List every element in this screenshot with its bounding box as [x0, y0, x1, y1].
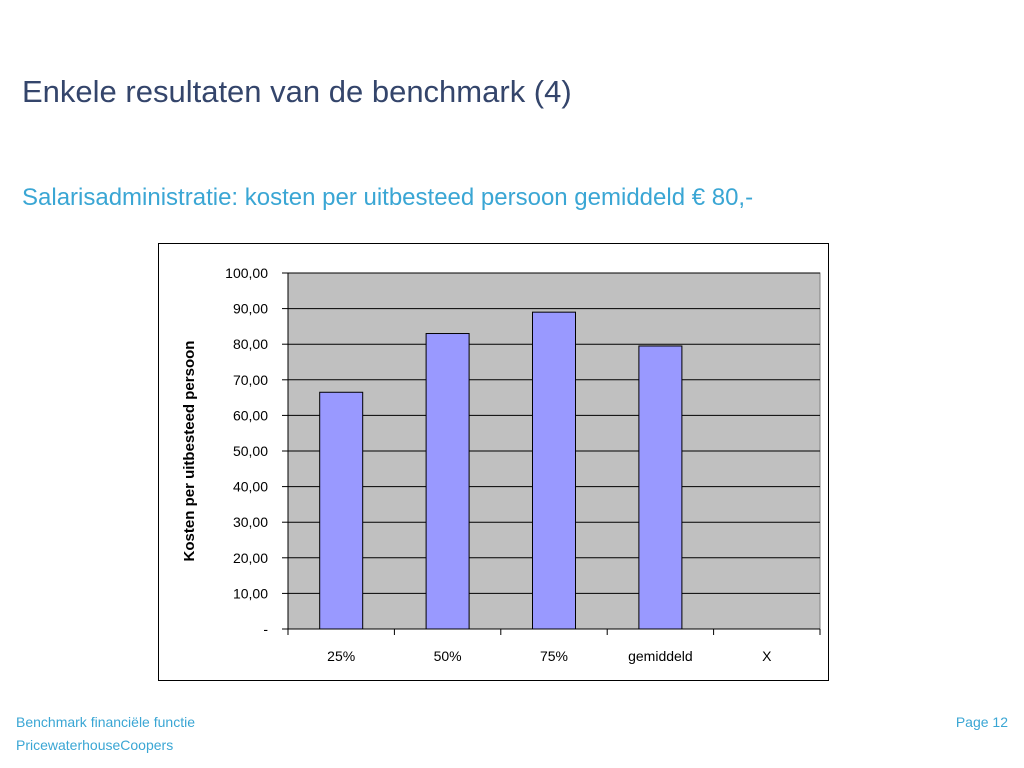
footer-title: Benchmark financiële functie	[16, 714, 195, 730]
y-tick-label: 70,00	[233, 372, 268, 388]
y-tick-label: 10,00	[233, 585, 268, 601]
bar	[319, 391, 364, 630]
y-tick-label: 100,00	[225, 265, 268, 281]
bar-chart: - 10,00 20,00 30,00 40,00 50,00 60,00 70,00 80,0…	[181, 265, 821, 664]
slide-subtitle: Salarisadministratie: kosten per uitbest…	[22, 184, 754, 211]
y-tick-label: 40,00	[233, 479, 268, 495]
chart-frame: - 10,00 20,00 30,00 40,00 50,00 60,00 70,00 80,0…	[158, 243, 829, 681]
y-tick-label: 60,00	[233, 407, 268, 423]
x-tick-label: 50%	[434, 648, 462, 664]
y-tick-label: 30,00	[233, 514, 268, 530]
slide-title: Enkele resultaten van de benchmark (4)	[22, 74, 572, 109]
x-tick-label: 75%	[540, 648, 568, 664]
y-axis-title: Kosten per uitbesteed persoon	[181, 341, 198, 562]
footer-company: PricewaterhouseCoopers	[16, 737, 174, 753]
x-tick-label: 25%	[327, 648, 355, 664]
y-tick-label: -	[263, 621, 268, 637]
bar	[425, 333, 470, 630]
x-tick-label: X	[762, 648, 772, 664]
y-tick-label: 80,00	[233, 336, 268, 352]
bar	[638, 345, 683, 630]
bar	[532, 311, 576, 630]
y-tick-label: 50,00	[233, 443, 268, 459]
x-tick-label: gemiddeld	[628, 648, 693, 664]
page-number: Page 12	[955, 714, 1008, 730]
y-tick-label: 20,00	[233, 550, 268, 566]
y-tick-label: 90,00	[233, 301, 268, 317]
